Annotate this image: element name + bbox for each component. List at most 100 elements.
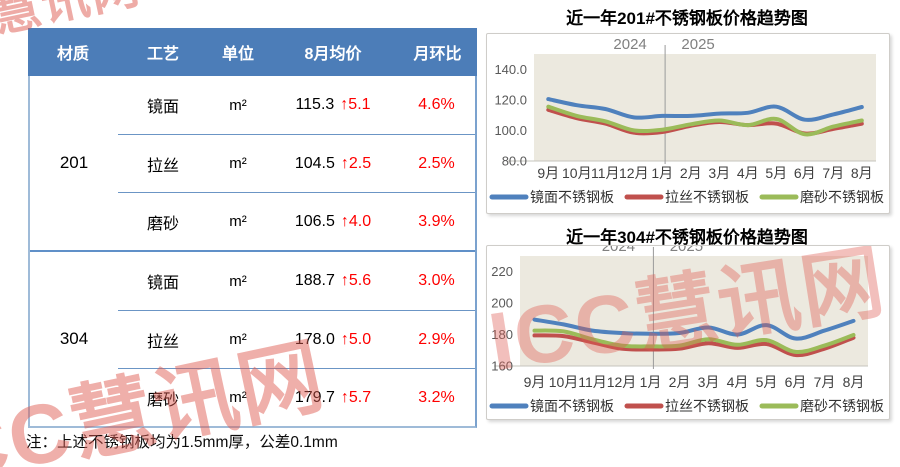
price-value: 115.3 [295, 96, 335, 113]
table-header-row: 材质 工艺 单位 8月均价 月环比 [28, 28, 477, 76]
price-value: 179.7 [294, 388, 335, 406]
price-change: ↑5.0 [341, 331, 371, 349]
svg-text:180: 180 [491, 327, 513, 342]
svg-text:3月: 3月 [698, 374, 720, 390]
up-arrow-icon: ↑ [340, 96, 349, 113]
process-cell: 拉丝 [118, 310, 208, 368]
svg-text:200: 200 [491, 296, 513, 311]
svg-text:1月: 1月 [640, 374, 662, 390]
svg-text:3月: 3月 [708, 165, 730, 181]
price-change: ↑5.6 [341, 272, 371, 290]
unit-cell: m² [208, 368, 268, 426]
svg-text:磨砂不锈钢板: 磨砂不锈钢板 [800, 189, 884, 205]
svg-text:120.0: 120.0 [494, 92, 527, 107]
svg-text:4月: 4月 [737, 165, 759, 181]
svg-text:9月: 9月 [524, 374, 546, 390]
material-label: 304 [59, 329, 89, 348]
mom-cell: 3.0% [418, 272, 455, 289]
svg-text:拉丝不锈钢板: 拉丝不锈钢板 [665, 189, 749, 205]
mom-cell: 2.9% [398, 310, 475, 368]
mom-cell: 3.9% [398, 192, 475, 250]
price-cell: 188.7 ↑5.6 [268, 252, 398, 310]
footnote: 注：上述不锈钢板均为1.5mm厚，公差0.1mm [26, 434, 338, 451]
svg-text:10月: 10月 [562, 165, 592, 181]
svg-text:镜面不锈钢板: 镜面不锈钢板 [530, 398, 614, 414]
delta-value: 5.6 [348, 272, 372, 289]
svg-text:80.0: 80.0 [502, 154, 527, 169]
header-process: 工艺 [146, 46, 179, 63]
up-arrow-icon: ↑ [340, 388, 349, 406]
header-material: 材质 [56, 46, 89, 63]
mom-cell: 4.6% [418, 96, 455, 113]
process-cell: 磨砂 [118, 192, 208, 250]
chart-201-title: 近一年201#不锈钢板价格趋势图 [566, 9, 808, 28]
svg-text:9月: 9月 [537, 165, 559, 181]
delta-value: 5.1 [348, 96, 371, 113]
mom-cell: 3.2% [398, 368, 475, 426]
up-arrow-icon: ↑ [340, 154, 349, 172]
svg-text:11月: 11月 [578, 374, 607, 390]
svg-text:2月: 2月 [680, 165, 702, 181]
svg-text:2024: 2024 [613, 36, 646, 53]
svg-text:100.0: 100.0 [494, 123, 527, 138]
svg-text:6月: 6月 [794, 165, 816, 181]
price-cell: 179.7 ↑5.7 [268, 368, 398, 426]
svg-text:12月: 12月 [619, 165, 649, 181]
unit-cell: m² [208, 134, 268, 192]
material-group-304: 304 镜面 m² 188.7 ↑5.6 3.0% 拉丝 m² 178.0 ↑5… [30, 250, 475, 426]
chart-304-card: ICC慧讯网 2024 2025 160 180 200 220 9月 10月 11月 12月 1月… [486, 245, 890, 420]
price-cell: 106.5 ↑4.0 [268, 192, 398, 250]
price-cell: 178.0 ↑5.0 [268, 310, 398, 368]
svg-text:12月: 12月 [607, 374, 637, 390]
svg-text:5月: 5月 [756, 374, 778, 390]
price-value: 178.0 [294, 330, 335, 348]
up-arrow-icon: ↑ [340, 272, 349, 289]
header-unit: 单位 [221, 46, 254, 63]
svg-text:镜面不锈钢板: 镜面不锈钢板 [530, 189, 614, 205]
delta-value: 4.0 [348, 212, 372, 230]
chart-201-card: 2024 2025 80.0 100.0 120.0 140.0 9月 10月 11月 12月 1月… [486, 33, 890, 214]
svg-text:磨砂不锈钢板: 磨砂不锈钢板 [800, 398, 884, 414]
price-change: ↑2.5 [341, 155, 371, 173]
svg-text:220: 220 [491, 264, 513, 279]
price-table: 材质 工艺 单位 8月均价 月环比 201 镜面 m² 115.3 ↑5.1 4… [28, 28, 477, 428]
delta-value: 5.0 [348, 330, 372, 348]
svg-text:10月: 10月 [549, 374, 579, 390]
price-cell: 115.3 ↑5.1 [268, 76, 398, 134]
header-aug-avg-price: 8月均价 [304, 46, 362, 63]
price-cell: 104.5 ↑2.5 [268, 134, 398, 192]
svg-text:7月: 7月 [814, 374, 836, 390]
delta-value: 2.5 [348, 154, 372, 172]
unit-cell: m² [229, 96, 247, 114]
unit-cell: m² [229, 272, 247, 290]
svg-text:2月: 2月 [669, 374, 691, 390]
price-change: ↑5.1 [340, 96, 370, 114]
svg-text:4月: 4月 [727, 374, 749, 390]
chart-304-plot: 2024 2025 160 180 200 220 9月 10月 11月 12月 1月 2月 3月 4月 5… [489, 246, 884, 414]
price-value: 188.7 [294, 272, 335, 289]
material-group-201: 201 镜面 m² 115.3 ↑5.1 4.6% 拉丝 m² 104.5 ↑2… [30, 76, 475, 250]
process-cell: 镜面 [146, 275, 179, 292]
price-value: 104.5 [294, 154, 335, 172]
process-cell: 拉丝 [118, 134, 208, 192]
header-mom: 月环比 [413, 46, 462, 63]
delta-value: 5.7 [348, 388, 372, 406]
svg-text:6月: 6月 [785, 374, 807, 390]
svg-text:8月: 8月 [843, 374, 865, 390]
price-value: 106.5 [294, 212, 335, 230]
svg-text:7月: 7月 [822, 165, 844, 181]
process-cell: 磨砂 [118, 368, 208, 426]
svg-text:1月: 1月 [651, 165, 673, 181]
svg-text:2025: 2025 [670, 246, 703, 255]
svg-text:160: 160 [491, 359, 513, 374]
process-cell: 镜面 [146, 99, 179, 116]
chart-201-plot: 2024 2025 80.0 100.0 120.0 140.0 9月 10月 11月 12月 1月… [489, 36, 884, 205]
svg-text:2025: 2025 [681, 36, 714, 53]
mom-cell: 2.5% [398, 134, 475, 192]
up-arrow-icon: ↑ [340, 212, 349, 230]
price-change: ↑4.0 [341, 213, 371, 231]
table-body: 201 镜面 m² 115.3 ↑5.1 4.6% 拉丝 m² 104.5 ↑2… [28, 76, 477, 428]
svg-text:8月: 8月 [851, 165, 873, 181]
up-arrow-icon: ↑ [340, 330, 349, 348]
